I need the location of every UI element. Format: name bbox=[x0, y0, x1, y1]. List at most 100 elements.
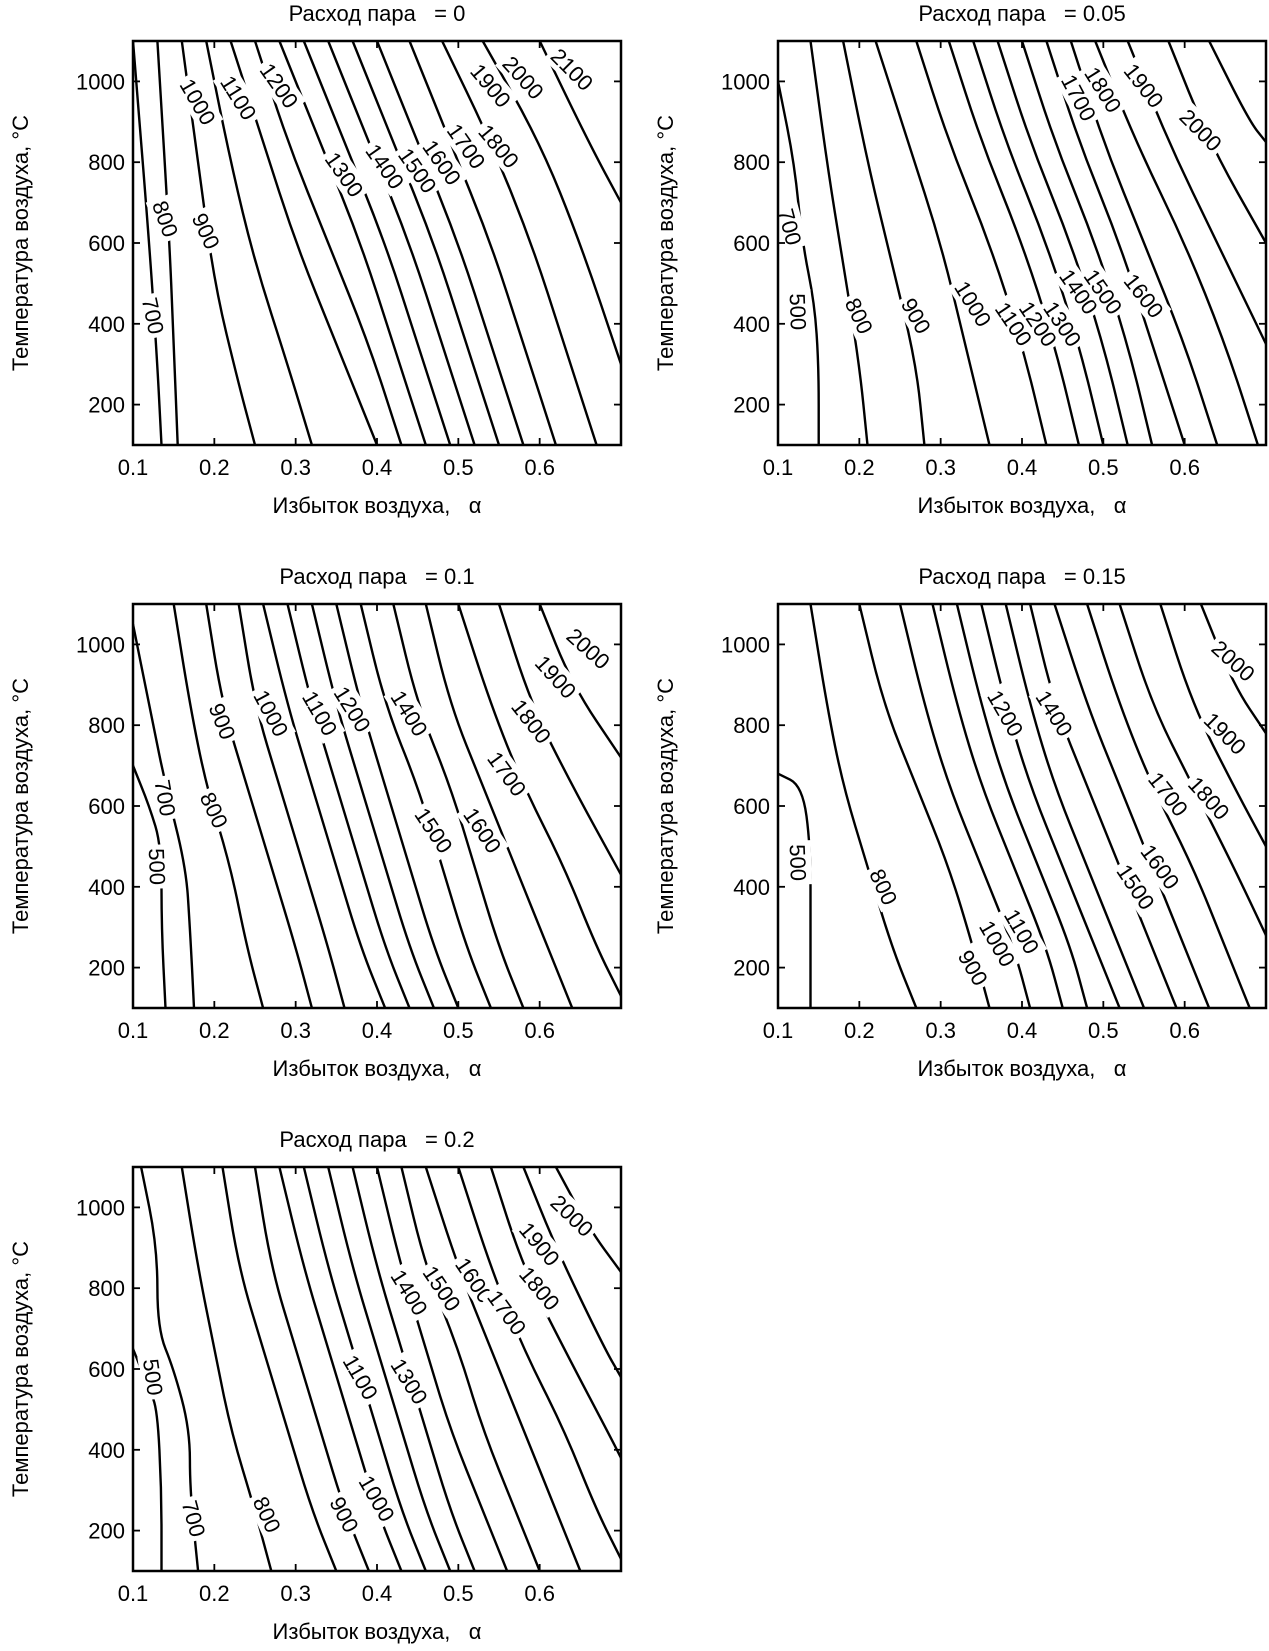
x-axis-label: Избыток воздуха, α bbox=[273, 1056, 482, 1081]
contour-line-1200 bbox=[286, 604, 411, 1008]
contour-label-bg bbox=[1180, 768, 1238, 828]
contour-label-500: 500 bbox=[143, 844, 172, 890]
contour-label-bg bbox=[1133, 836, 1188, 897]
contour-label-text: 500 bbox=[138, 1357, 168, 1397]
contour-label-bg bbox=[1052, 261, 1106, 322]
y-tick-label: 600 bbox=[88, 794, 125, 819]
contour-line-1200 bbox=[327, 1167, 452, 1571]
contour-label-bg bbox=[471, 116, 527, 176]
contour-label-text: 700 bbox=[177, 1498, 211, 1540]
contour-label-bg bbox=[294, 682, 346, 744]
contour-label-bg bbox=[383, 1350, 436, 1412]
contour-line-1100 bbox=[931, 604, 1064, 1008]
x-tick-label: 0.1 bbox=[763, 1018, 794, 1043]
x-tick-label: 0.1 bbox=[118, 1018, 149, 1043]
contour-line-1500 bbox=[1028, 604, 1178, 1008]
x-tick-label: 0.3 bbox=[280, 1018, 311, 1043]
contour-lines bbox=[133, 604, 621, 1008]
contour-label-bg bbox=[193, 784, 236, 836]
contour-line-1800 bbox=[1118, 604, 1266, 937]
contour-label-800: 800 bbox=[838, 290, 881, 342]
contour-label-1000: 1000 bbox=[246, 682, 296, 744]
x-tick-label: 0.1 bbox=[763, 455, 794, 480]
contour-label-900: 900 bbox=[322, 1488, 367, 1540]
y-tick-label: 600 bbox=[88, 231, 125, 256]
contour-label-text: 500 bbox=[144, 848, 170, 886]
contour-lines bbox=[778, 41, 1266, 445]
contour-label-bg bbox=[246, 1488, 289, 1540]
contour-label-500: 500 bbox=[137, 1353, 170, 1401]
contour-lines bbox=[778, 604, 1266, 1008]
x-tick-label: 0.5 bbox=[443, 1581, 474, 1606]
contour-label-bg bbox=[172, 70, 224, 133]
x-tick-label: 0.3 bbox=[280, 1581, 311, 1606]
contour-label-800: 800 bbox=[193, 784, 236, 836]
contour-label-bg bbox=[439, 115, 494, 177]
contour-line-800 bbox=[156, 41, 179, 445]
contour-label-bg bbox=[351, 1467, 403, 1530]
contour-label-bg bbox=[527, 647, 585, 707]
contour-label-bg bbox=[317, 143, 372, 205]
contour-label-1200: 1200 bbox=[980, 682, 1031, 744]
x-tick-label: 0.6 bbox=[524, 1018, 555, 1043]
contour-label-bg bbox=[212, 66, 265, 129]
x-axis-label: Избыток воздуха, α bbox=[918, 1056, 1127, 1081]
contour-label-bg bbox=[335, 1346, 386, 1408]
x-tick-label: 0.5 bbox=[1088, 455, 1119, 480]
x-tick-label: 0.6 bbox=[1169, 455, 1200, 480]
contour-line-900 bbox=[253, 1167, 371, 1571]
contour-label-bg bbox=[558, 620, 619, 677]
contour-label-bg bbox=[358, 135, 412, 197]
contour-line-1700 bbox=[424, 604, 574, 1008]
y-tick-label: 400 bbox=[733, 312, 770, 337]
x-tick-label: 0.1 bbox=[118, 455, 149, 480]
contour-label-1700: 1700 bbox=[1140, 763, 1196, 824]
contour-line-1400 bbox=[1020, 41, 1154, 445]
contour-label-bg bbox=[1076, 261, 1131, 322]
contour-label-text: 1000 bbox=[248, 686, 293, 741]
contour-line-1400 bbox=[335, 604, 460, 1008]
y-tick-label: 200 bbox=[88, 956, 125, 981]
chart-title: Расход пара = 0.1 bbox=[279, 564, 474, 589]
contour-label-bg bbox=[383, 1261, 436, 1323]
contour-label-500: 500 bbox=[784, 840, 813, 886]
contour-label-bg bbox=[784, 840, 813, 886]
y-axis-label: Температура воздуха, °С bbox=[653, 115, 678, 371]
y-tick-label: 1000 bbox=[76, 1195, 125, 1220]
contour-line-500 bbox=[133, 764, 167, 1008]
y-tick-label: 800 bbox=[88, 1276, 125, 1301]
contour-label-bg bbox=[996, 900, 1048, 962]
y-tick-label: 400 bbox=[88, 875, 125, 900]
contour-line-800 bbox=[809, 604, 918, 1008]
contour-label-bg bbox=[415, 131, 469, 193]
contour-line-700 bbox=[133, 41, 163, 445]
y-tick-label: 800 bbox=[88, 150, 125, 175]
contour-label-bg bbox=[1054, 66, 1104, 129]
contour-line-1000 bbox=[915, 41, 1048, 445]
contour-line-1100 bbox=[947, 41, 1081, 445]
contour-line-2000 bbox=[1207, 41, 1266, 144]
contour-label-bg bbox=[148, 773, 183, 822]
contour-line-1800 bbox=[457, 604, 621, 998]
contour-label-bg bbox=[137, 1353, 170, 1401]
contour-line-1900 bbox=[1167, 41, 1266, 245]
chart-title: Расход пара = 0.2 bbox=[279, 1127, 474, 1152]
contour-line-1500 bbox=[327, 41, 476, 445]
contour-label-bg bbox=[390, 139, 445, 201]
y-tick-label: 1000 bbox=[76, 69, 125, 94]
contour-label-bg bbox=[252, 55, 307, 116]
contour-label-text: 500 bbox=[785, 293, 811, 331]
chart-title: Расход пара = 0.05 bbox=[918, 1, 1125, 26]
chart-title: Расход пара = 0.15 bbox=[918, 564, 1125, 589]
contour-label-bg bbox=[480, 743, 535, 804]
contour-label-2000: 2000 bbox=[1171, 100, 1230, 159]
contour-line-1100 bbox=[261, 604, 387, 1008]
contour-label-1400: 1400 bbox=[383, 682, 436, 744]
y-tick-label: 200 bbox=[88, 393, 125, 418]
contour-label-bg bbox=[407, 799, 461, 861]
